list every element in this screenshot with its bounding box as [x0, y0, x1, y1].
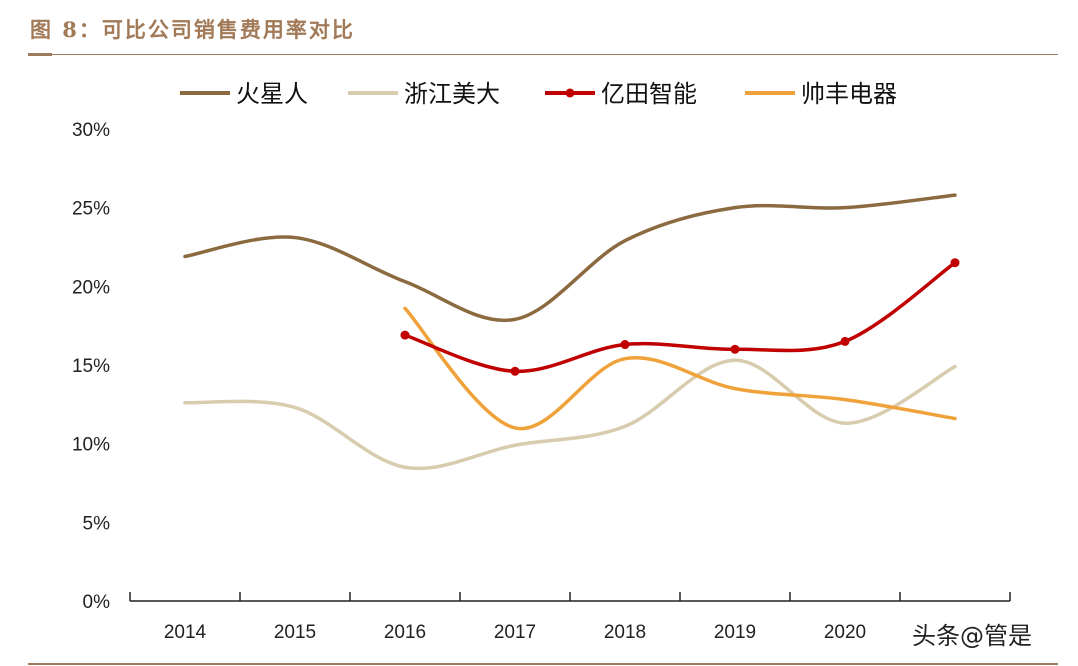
data-point: [510, 366, 520, 376]
legend-marker: [565, 88, 575, 98]
x-tick-label: 2014: [164, 622, 207, 643]
y-tick-label: 15%: [72, 356, 110, 377]
x-tick-label: 2016: [384, 622, 426, 643]
title-divider: [28, 54, 1058, 55]
legend-label: 浙江美大: [404, 80, 500, 108]
legend-label: 火星人: [236, 80, 308, 108]
legend-item: 帅丰电器: [745, 80, 897, 108]
bottom-divider: [28, 663, 1058, 665]
legend-item: 火星人: [180, 80, 308, 108]
y-tick-label: 5%: [83, 513, 111, 534]
data-point: [620, 340, 630, 350]
legend-label: 帅丰电器: [801, 80, 897, 108]
series-1: [183, 193, 957, 323]
series-3: [400, 258, 960, 376]
y-tick-label: 10%: [72, 435, 110, 456]
x-tick-label: 2018: [604, 622, 646, 643]
series-line: [403, 306, 957, 431]
legend-item: 亿田智能: [545, 80, 697, 108]
x-tick-label: 2015: [274, 622, 316, 643]
data-point: [950, 258, 960, 268]
title-divider-accent: [28, 53, 52, 56]
series-line: [183, 358, 957, 471]
y-tick-label: 20%: [72, 277, 110, 298]
y-tick-label: 0%: [83, 592, 111, 613]
legend-item: 浙江美大: [348, 80, 500, 108]
series-line: [183, 193, 957, 323]
data-point: [400, 330, 410, 340]
data-point: [840, 336, 850, 346]
series-2: [183, 358, 957, 471]
x-tick-label: 2019: [714, 622, 756, 643]
y-tick-label: 25%: [72, 199, 110, 220]
series-line: [403, 260, 957, 374]
figure-title: 图 8：可比公司销售费用率对比: [30, 17, 355, 42]
series-4: [403, 306, 957, 431]
data-point: [730, 344, 740, 354]
watermark: 头条@管是: [912, 622, 1032, 650]
x-tick-label: 2017: [494, 622, 536, 643]
y-tick-label: 30%: [72, 120, 110, 141]
legend-label: 亿田智能: [601, 80, 697, 108]
x-tick-label: 2020: [824, 622, 866, 643]
